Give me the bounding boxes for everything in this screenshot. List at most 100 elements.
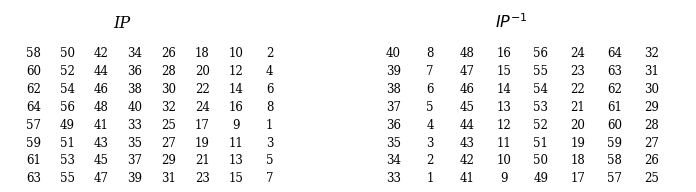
Text: 4: 4 (266, 65, 274, 78)
Text: 9: 9 (500, 172, 507, 185)
Text: IP: IP (113, 15, 130, 31)
Text: 10: 10 (496, 154, 512, 167)
Text: 1: 1 (266, 119, 274, 132)
Text: 29: 29 (644, 101, 659, 114)
Text: 44: 44 (93, 65, 109, 78)
Text: 45: 45 (93, 154, 109, 167)
Text: 8: 8 (266, 101, 274, 114)
Text: 17: 17 (195, 119, 209, 132)
Text: 48: 48 (459, 47, 475, 60)
Text: 11: 11 (496, 137, 512, 150)
Text: 3: 3 (427, 137, 434, 150)
Text: 61: 61 (607, 101, 622, 114)
Text: 13: 13 (228, 154, 244, 167)
Text: 64: 64 (26, 101, 41, 114)
Text: 35: 35 (127, 137, 142, 150)
Text: 42: 42 (93, 47, 109, 60)
Text: 55: 55 (533, 65, 548, 78)
Text: 20: 20 (195, 65, 209, 78)
Text: 38: 38 (386, 83, 401, 96)
Text: 51: 51 (533, 137, 548, 150)
Text: 6: 6 (427, 83, 434, 96)
Text: 57: 57 (26, 119, 41, 132)
Text: 8: 8 (427, 47, 434, 60)
Text: 16: 16 (496, 47, 512, 60)
Text: 4: 4 (427, 119, 434, 132)
Text: 19: 19 (570, 137, 585, 150)
Text: 49: 49 (60, 119, 74, 132)
Text: 56: 56 (533, 47, 548, 60)
Text: 38: 38 (127, 83, 142, 96)
Text: 21: 21 (195, 154, 209, 167)
Text: 35: 35 (386, 137, 401, 150)
Text: 61: 61 (26, 154, 41, 167)
Text: 55: 55 (60, 172, 74, 185)
Text: 7: 7 (266, 172, 274, 185)
Text: 25: 25 (644, 172, 659, 185)
Text: 12: 12 (496, 119, 512, 132)
Text: 62: 62 (26, 83, 41, 96)
Text: 14: 14 (496, 83, 512, 96)
Text: 21: 21 (570, 101, 585, 114)
Text: 17: 17 (570, 172, 585, 185)
Text: 46: 46 (93, 83, 109, 96)
Text: 1: 1 (427, 172, 434, 185)
Text: 23: 23 (195, 172, 209, 185)
Text: 2: 2 (266, 47, 274, 60)
Text: 15: 15 (228, 172, 244, 185)
Text: 37: 37 (127, 154, 142, 167)
Text: 30: 30 (644, 83, 659, 96)
Text: 30: 30 (161, 83, 176, 96)
Text: 56: 56 (60, 101, 74, 114)
Text: 22: 22 (195, 83, 209, 96)
Text: $\mathit{IP}^{-1}$: $\mathit{IP}^{-1}$ (495, 14, 528, 32)
Text: 59: 59 (26, 137, 41, 150)
Text: 36: 36 (127, 65, 142, 78)
Text: 7: 7 (427, 65, 434, 78)
Text: 60: 60 (26, 65, 41, 78)
Text: 43: 43 (93, 137, 109, 150)
Text: 31: 31 (161, 172, 176, 185)
Text: 54: 54 (533, 83, 548, 96)
Text: 47: 47 (459, 65, 475, 78)
Text: 18: 18 (195, 47, 209, 60)
Text: 2: 2 (427, 154, 434, 167)
Text: 27: 27 (161, 137, 176, 150)
Text: 25: 25 (161, 119, 176, 132)
Text: 34: 34 (127, 47, 142, 60)
Text: 33: 33 (127, 119, 142, 132)
Text: 64: 64 (607, 47, 622, 60)
Text: 26: 26 (644, 154, 659, 167)
Text: 58: 58 (607, 154, 622, 167)
Text: 32: 32 (644, 47, 659, 60)
Text: 62: 62 (607, 83, 622, 96)
Text: 28: 28 (644, 119, 659, 132)
Text: 5: 5 (266, 154, 274, 167)
Text: 29: 29 (161, 154, 176, 167)
Text: 58: 58 (26, 47, 41, 60)
Text: 36: 36 (386, 119, 401, 132)
Text: 47: 47 (93, 172, 109, 185)
Text: 59: 59 (607, 137, 622, 150)
Text: 33: 33 (386, 172, 401, 185)
Text: 51: 51 (60, 137, 74, 150)
Text: 39: 39 (127, 172, 142, 185)
Text: 31: 31 (644, 65, 659, 78)
Text: 50: 50 (60, 47, 74, 60)
Text: 32: 32 (161, 101, 176, 114)
Text: 52: 52 (60, 65, 74, 78)
Text: 39: 39 (386, 65, 401, 78)
Text: 41: 41 (459, 172, 475, 185)
Text: 27: 27 (644, 137, 659, 150)
Text: 34: 34 (386, 154, 401, 167)
Text: 42: 42 (459, 154, 475, 167)
Text: 43: 43 (459, 137, 475, 150)
Text: 16: 16 (228, 101, 244, 114)
Text: 10: 10 (228, 47, 244, 60)
Text: 60: 60 (607, 119, 622, 132)
Text: 11: 11 (228, 137, 244, 150)
Text: 14: 14 (228, 83, 244, 96)
Text: 12: 12 (228, 65, 244, 78)
Text: 40: 40 (127, 101, 142, 114)
Text: 13: 13 (496, 101, 512, 114)
